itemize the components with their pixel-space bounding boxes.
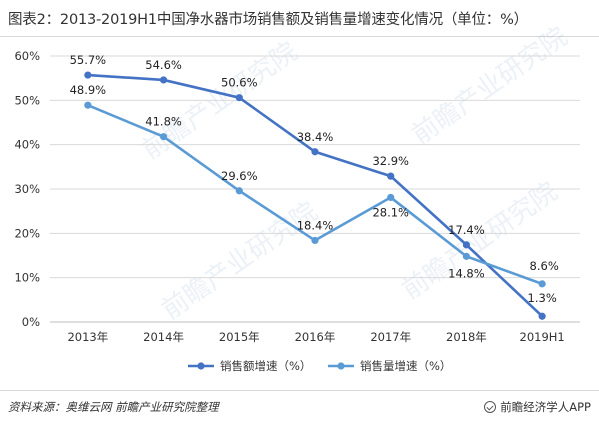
watermark-text: 前瞻产业研究院 <box>397 177 563 306</box>
data-point <box>311 148 319 156</box>
title-divider <box>0 36 599 37</box>
y-tick-label: 0% <box>22 315 40 329</box>
watermark: 前瞻产业研究院 前瞻产业研究院 前瞻产业研究院 前瞻产业研究院 <box>137 22 573 326</box>
line-chart: 前瞻产业研究院 前瞻产业研究院 前瞻产业研究院 前瞻产业研究院 0% 10% 20%… <box>14 22 580 373</box>
data-point <box>462 241 471 249</box>
x-tick-label: 2015年 <box>219 330 260 344</box>
data-label: 17.4% <box>448 223 485 237</box>
data-label: 32.9% <box>372 154 409 168</box>
data-point <box>235 94 243 102</box>
y-tick-label: 20% <box>14 226 40 240</box>
footer-divider <box>0 390 599 391</box>
x-tick-label: 2014年 <box>143 330 184 344</box>
brand: 前瞻经济学人APP <box>484 399 591 415</box>
data-label: 41.8% <box>145 115 182 129</box>
data-label: 29.6% <box>221 169 258 183</box>
data-point <box>235 187 243 195</box>
data-point <box>159 133 168 141</box>
data-label: 14.8% <box>448 266 485 280</box>
legend-marker <box>197 362 205 370</box>
data-point <box>387 193 395 202</box>
y-tick-label: 60% <box>14 49 40 63</box>
data-point <box>538 280 546 288</box>
data-point <box>462 252 471 260</box>
x-tick-label: 2013年 <box>67 330 108 344</box>
legend-label: 销售额增速（%） <box>220 359 311 373</box>
data-label: 18.4% <box>297 218 334 232</box>
data-label: 28.1% <box>372 205 409 219</box>
source-note: 资料来源：奥维云网 前瞻产业研究院整理 <box>8 400 219 414</box>
x-tick-label: 2017年 <box>370 330 411 344</box>
data-label: 54.6% <box>145 58 182 72</box>
legend-marker <box>337 362 345 370</box>
data-label: 1.3% <box>528 291 557 305</box>
brand-name: 前瞻经济学人APP <box>500 400 591 414</box>
watermark-text: 前瞻产业研究院 <box>407 22 573 151</box>
x-tick-label: 2019H1 <box>520 330 565 344</box>
data-point <box>84 101 92 109</box>
data-label: 8.6% <box>530 259 559 273</box>
data-label: 50.6% <box>221 76 258 90</box>
chart-title: 图表2：2013-2019H1中国净水器市场销售额及销售量增速变化情况（单位：%… <box>8 12 528 28</box>
brand-logo-icon <box>484 401 497 413</box>
data-label: 38.4% <box>297 130 334 144</box>
data-label: 48.9% <box>70 83 107 97</box>
data-point <box>159 76 168 84</box>
x-tick-label: 2016年 <box>295 330 336 344</box>
data-point <box>311 236 319 245</box>
watermark-text: 前瞻产业研究院 <box>157 197 323 326</box>
data-point <box>387 172 395 180</box>
y-tick-label: 50% <box>14 93 40 107</box>
data-point <box>538 312 546 320</box>
y-tick-label: 40% <box>14 138 40 152</box>
data-point <box>84 71 92 79</box>
y-tick-label: 30% <box>14 182 40 196</box>
y-tick-label: 10% <box>14 271 40 285</box>
legend-label: 销售量增速（%） <box>360 359 451 373</box>
data-label: 55.7% <box>70 53 107 67</box>
x-tick-label: 2018年 <box>446 330 487 344</box>
